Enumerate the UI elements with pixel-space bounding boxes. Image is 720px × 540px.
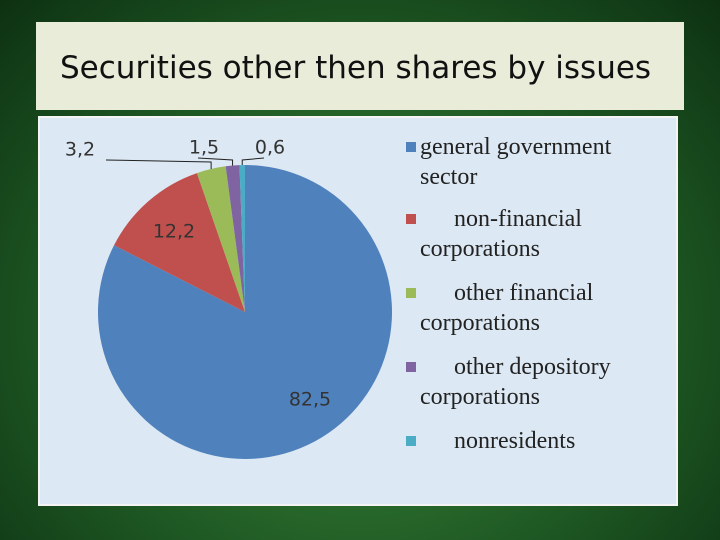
leader-line — [197, 157, 234, 166]
legend-label: general government sector — [420, 134, 612, 190]
legend-swatch — [406, 362, 416, 372]
pie-chart: 82,5 12,2 3,2 1,5 0,6 — [65, 137, 392, 459]
chart-panel: 82,5 12,2 3,2 1,5 0,6 general government sec… — [38, 116, 678, 506]
legend-label: other depository corporations — [420, 354, 611, 410]
data-label: 1,5 — [189, 137, 219, 159]
legend-label: other financial corporations — [420, 280, 594, 336]
data-label: 82,5 — [289, 389, 331, 411]
data-label: 0,6 — [255, 137, 285, 159]
data-label: 12,2 — [153, 221, 195, 243]
legend-swatch — [406, 142, 416, 152]
leader-line — [105, 159, 212, 169]
title-box: Securities other then shares by issues — [36, 22, 684, 110]
legend-swatch — [406, 436, 416, 446]
legend-item: other depository corporations — [406, 352, 650, 412]
legend-item: other financial corporations — [406, 278, 650, 338]
pie-slice — [225, 165, 245, 312]
data-label: 3,2 — [65, 139, 95, 161]
pie-slice — [239, 165, 245, 312]
chart-title: Securities other then shares by issues — [60, 50, 652, 86]
pie-slice — [196, 166, 245, 312]
legend-swatch — [406, 288, 416, 298]
legend-label: nonresidents — [454, 428, 576, 454]
legend-item: nonresidents — [406, 426, 650, 456]
legend-item: non-financial corporations — [406, 204, 650, 264]
leader-line — [241, 157, 265, 166]
pie-slice — [114, 173, 246, 312]
pie-slice — [97, 165, 392, 459]
legend-swatch — [406, 214, 416, 224]
legend-label: non-financial corporations — [420, 206, 582, 262]
legend-item: general government sector — [406, 132, 650, 192]
